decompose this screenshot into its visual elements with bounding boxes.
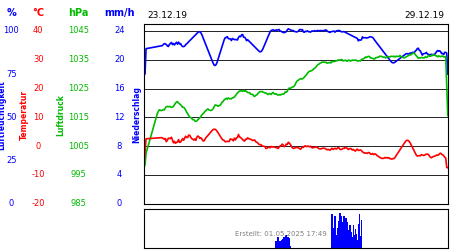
Bar (350, 225, 351, 248)
Bar (354, 236, 355, 248)
Bar (288, 238, 290, 248)
Text: 0: 0 (36, 142, 41, 151)
Bar (338, 221, 340, 248)
Text: mm/h: mm/h (104, 8, 135, 18)
Bar (281, 240, 283, 248)
Text: 25: 25 (6, 156, 17, 165)
Bar (336, 236, 338, 248)
Bar (346, 218, 347, 248)
Text: 23.12.19: 23.12.19 (147, 11, 187, 20)
Bar (279, 243, 280, 248)
Text: 20: 20 (114, 55, 125, 64)
Text: 1005: 1005 (68, 142, 89, 151)
Text: 1035: 1035 (68, 55, 89, 64)
Bar (288, 237, 289, 248)
Text: 1045: 1045 (68, 26, 89, 36)
Bar (283, 239, 284, 248)
Text: Temperatur: Temperatur (20, 90, 29, 140)
Bar (285, 235, 287, 248)
Bar (355, 229, 356, 248)
Text: 29.12.19: 29.12.19 (405, 11, 445, 20)
Bar (347, 230, 349, 248)
Bar (335, 235, 337, 248)
Bar (332, 228, 334, 248)
Bar (356, 234, 357, 247)
Bar (346, 222, 348, 248)
Bar (287, 239, 288, 248)
Text: Luftdruck: Luftdruck (56, 94, 65, 136)
Text: 100: 100 (4, 26, 19, 36)
Text: 0: 0 (117, 199, 122, 208)
Bar (351, 232, 352, 248)
Bar (342, 226, 343, 248)
Bar (284, 238, 286, 248)
Bar (342, 222, 344, 248)
Bar (339, 212, 341, 248)
Bar (356, 240, 358, 248)
Text: -20: -20 (32, 199, 45, 208)
Bar (351, 237, 353, 248)
Bar (344, 228, 346, 248)
Bar (277, 237, 279, 248)
Text: 50: 50 (6, 113, 17, 122)
Text: 0: 0 (9, 199, 14, 208)
Bar (333, 238, 335, 248)
Text: 8: 8 (117, 142, 122, 151)
Bar (340, 216, 342, 248)
Bar (360, 220, 362, 248)
Text: 10: 10 (33, 113, 44, 122)
Text: 12: 12 (114, 113, 125, 122)
Bar (279, 241, 281, 248)
Bar (343, 216, 345, 248)
Bar (334, 216, 336, 248)
Bar (284, 237, 285, 248)
Text: 1025: 1025 (68, 84, 89, 93)
Text: Luftfeuchtigkeit: Luftfeuchtigkeit (0, 80, 7, 150)
Bar (352, 225, 354, 248)
Bar (275, 242, 277, 248)
Text: 4: 4 (117, 170, 122, 179)
Bar (359, 214, 360, 248)
Text: %: % (6, 8, 16, 18)
Text: Niederschlag: Niederschlag (133, 86, 142, 144)
Text: 1015: 1015 (68, 113, 89, 122)
Bar (358, 224, 359, 248)
Bar (289, 246, 291, 248)
Text: 985: 985 (71, 199, 87, 208)
Text: 30: 30 (33, 55, 44, 64)
Bar (331, 214, 333, 248)
Text: 995: 995 (71, 170, 86, 179)
Bar (280, 243, 282, 248)
Text: hPa: hPa (68, 8, 89, 18)
Bar (348, 240, 350, 248)
Text: 20: 20 (33, 84, 44, 93)
Text: 16: 16 (114, 84, 125, 93)
Text: 40: 40 (33, 26, 44, 36)
Bar (337, 228, 339, 248)
Text: -10: -10 (32, 170, 45, 179)
Text: 24: 24 (114, 26, 125, 36)
Bar (360, 236, 361, 248)
Bar (276, 246, 278, 248)
Text: °C: °C (32, 8, 44, 18)
Text: 75: 75 (6, 70, 17, 79)
Text: Erstellt: 01.05.2025 17:49: Erstellt: 01.05.2025 17:49 (235, 231, 327, 237)
